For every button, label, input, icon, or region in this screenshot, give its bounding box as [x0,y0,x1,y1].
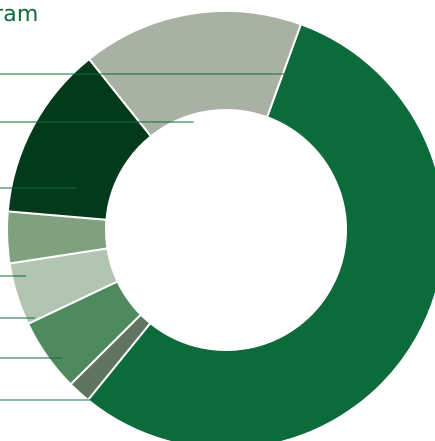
chart-title: ram [0,2,39,27]
donut-slice-1 [86,22,435,441]
